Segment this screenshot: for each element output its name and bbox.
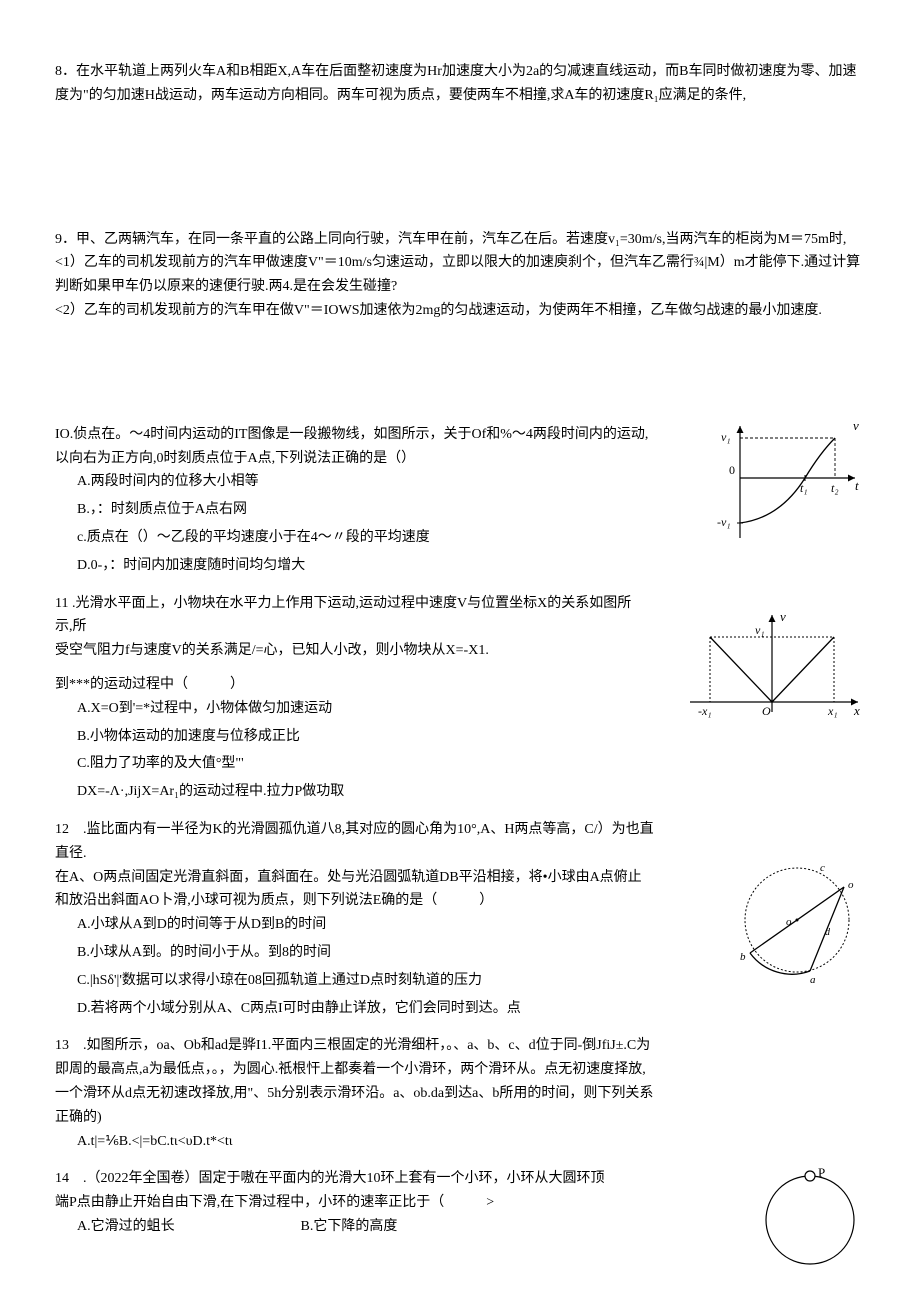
- question-10: IO.侦点在。～4时间内运动的IT图像是一段搬物线，如图所示，关于Of和%～4两…: [55, 423, 865, 582]
- question-13: 13 .如图所示，oa、Ob和ad是骅I1.平面内三根固定的光滑细杆，。、a、b…: [55, 1034, 865, 1157]
- q11-vshape-graph-icon: v v₁ -x₁ O x₁ x: [680, 607, 865, 727]
- q11-opt-b: B.小物体运动的加速度与位移成正比: [77, 725, 645, 749]
- svg-text:-x₁: -x₁: [698, 704, 712, 718]
- svg-text:o: o: [786, 916, 792, 928]
- q11-l3: 到***的运动过程中（ ）: [55, 673, 645, 697]
- q11-opt-d: DX=-Λ·,JijX=Ar₁的运动过程中.拉力P做功取: [77, 780, 645, 804]
- question-14: 14 .（2022年全国卷）固定于嗷在平面内的光滑大10环上套有一个小环，小环从…: [55, 1167, 865, 1238]
- svg-text:t₂: t₂: [831, 481, 839, 495]
- q14-l2: 端P点由静止开始自由下滑,在下滑过程中，小环的速率正比于（ >: [55, 1191, 645, 1215]
- svg-text:d: d: [825, 927, 831, 938]
- q13-opts: A.t|=⅙B.<|=bC.tι<υD.t*<tι: [77, 1130, 655, 1154]
- svg-text:0: 0: [729, 463, 735, 477]
- q9-part1: <1）乙车的司机发现前方的汽车甲做速度V"＝10m/s匀速运动，立即以限大的加速…: [55, 251, 865, 299]
- svg-text:x: x: [853, 703, 860, 718]
- q9-part2: <2）乙车的司机发现前方的汽车甲在做V"＝IOWS加速依为2mg的匀战速运动，为…: [55, 299, 865, 323]
- svg-text:-v₁: -v₁: [717, 515, 731, 529]
- svg-text:x₁: x₁: [827, 704, 838, 718]
- q10-opt-d: D.0-，：时间内加速度随时间均匀增大: [77, 554, 655, 578]
- svg-text:o: o: [848, 879, 854, 891]
- q11-l1: 11 .光滑水平面上，小物块在水平力上作用下运动,运动过程中速度V与位置坐标X的…: [55, 592, 645, 640]
- q12-circle-diagram-icon: d c o o b a: [730, 853, 865, 988]
- q10-parabola-graph-icon: v v₁ -v₁ 0 t₁ t₂ t: [715, 418, 865, 548]
- q10-opt-b: B.，：时刻质点位于A点右网: [77, 498, 655, 522]
- q12-opt-c: C.|hSδ'|'数据可以求得小琼在08回孤轨道上通过D点时刻轨道的压力: [77, 969, 655, 993]
- svg-text:b: b: [740, 951, 746, 963]
- svg-text:P: P: [818, 1165, 825, 1180]
- question-12: 12 .监比面内有一半径为K的光滑圆孤仇道八8,其对应的圆心角为10°,A、H两…: [55, 818, 865, 1024]
- svg-text:t: t: [855, 478, 859, 493]
- svg-text:a: a: [810, 974, 816, 986]
- q14-opt-b: B.它下降的高度: [301, 1219, 398, 1234]
- q12-l2: 在A、O两点间固定光滑直斜面，直斜面在。处与光沿圆弧轨道DB平沿相接，将•小球由…: [55, 866, 655, 914]
- q13-body: 13 .如图所示，oa、Ob和ad是骅I1.平面内三根固定的光滑细杆，。、a、b…: [55, 1034, 655, 1129]
- q11-l2: 受空气阻力f与速度V的关系满足/=心，已知人小改，则小物块从X=-X1.: [55, 639, 645, 663]
- q10-opt-a: A.两段时间内的位移大小相等: [77, 470, 655, 494]
- svg-text:v: v: [853, 418, 859, 433]
- svg-text:v₁: v₁: [755, 623, 765, 637]
- q14-l1: 14 .（2022年全国卷）固定于嗷在平面内的光滑大10环上套有一个小环，小环从…: [55, 1167, 645, 1191]
- svg-text:v: v: [780, 609, 786, 624]
- q10-body: IO.侦点在。～4时间内运动的IT图像是一段搬物线，如图所示，关于Of和%～4两…: [55, 423, 655, 471]
- svg-text:O: O: [762, 704, 771, 718]
- q12-l1: 12 .监比面内有一半径为K的光滑圆孤仇道八8,其对应的圆心角为10°,A、H两…: [55, 818, 655, 866]
- svg-text:v₁: v₁: [721, 430, 731, 444]
- q10-opt-c: c.质点在（）～乙段的平均速度小于在4〜〃段的平均速度: [77, 526, 655, 550]
- q14-opt-a: A.它滑过的蛆长: [77, 1215, 297, 1239]
- q8-text: 8．在水平轨道上两列火车A和B相距X,A车在后面整初速度为Hr加速度大小为2a的…: [55, 64, 857, 103]
- svg-text:c: c: [820, 862, 825, 874]
- q12-opt-a: A.小球从A到D的时间等于从D到B的时间: [77, 913, 655, 937]
- q14-ring-diagram-icon: P: [755, 1162, 865, 1272]
- q11-opt-a: A.X=O到'=*过程中，小物体做匀加速运动: [77, 697, 645, 721]
- q12-opt-b: B.小球从A到。的时间小于从。到8的时间: [77, 941, 655, 965]
- q9-body: 9．甲、乙两辆汽车，在同一条平直的公路上同向行驶，汽车甲在前，汽车乙在后。若速度…: [55, 228, 865, 252]
- q12-opt-d: D.若将两个小域分别从A、C两点I可时由静止详放，它们会同时到达。点: [77, 997, 655, 1021]
- svg-text:t₁: t₁: [800, 481, 808, 495]
- question-9: 9．甲、乙两辆汽车，在同一条平直的公路上同向行驶，汽车甲在前，汽车乙在后。若速度…: [55, 228, 865, 323]
- question-11: 11 .光滑水平面上，小物块在水平力上作用下运动,运动过程中速度V与位置坐标X的…: [55, 592, 865, 808]
- question-8: 8．在水平轨道上两列火车A和B相距X,A车在后面整初速度为Hr加速度大小为2a的…: [55, 60, 865, 108]
- q11-opt-c: C.阻力了功率的及大值°型"': [77, 752, 645, 776]
